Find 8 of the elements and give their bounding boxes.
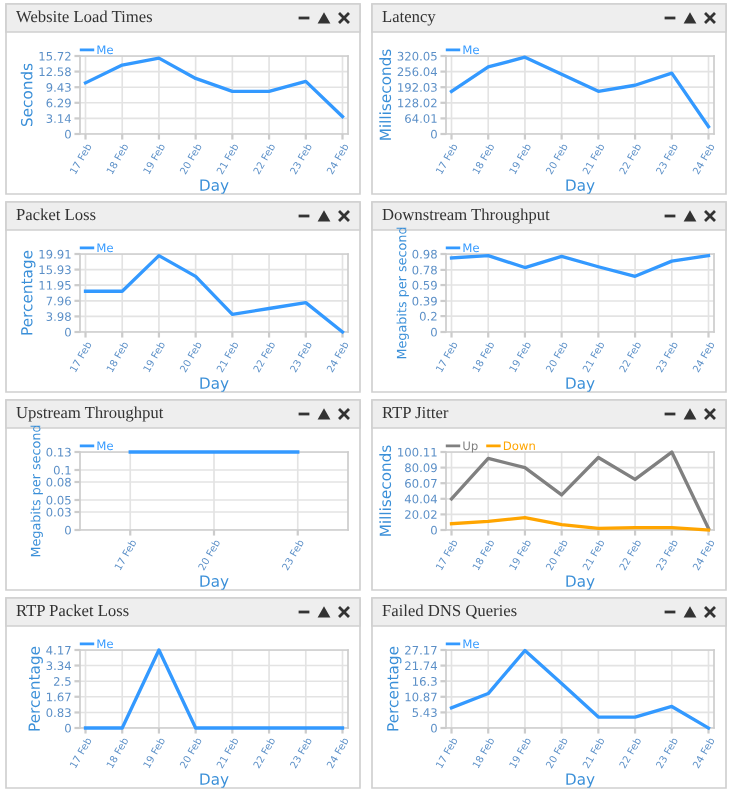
chart-title: Failed DNS Queries (382, 604, 517, 619)
chart-title: Latency (382, 11, 436, 26)
chart-title: Downstream Throughput (382, 208, 550, 224)
chart-title: RTP Packet Loss (16, 604, 129, 617)
chart-title: Packet Loss (16, 208, 96, 221)
chart-title: Upstream Throughput (16, 406, 164, 422)
chart-title: Website Load Times (16, 10, 153, 23)
chart-title: RTP Jitter (382, 406, 449, 419)
